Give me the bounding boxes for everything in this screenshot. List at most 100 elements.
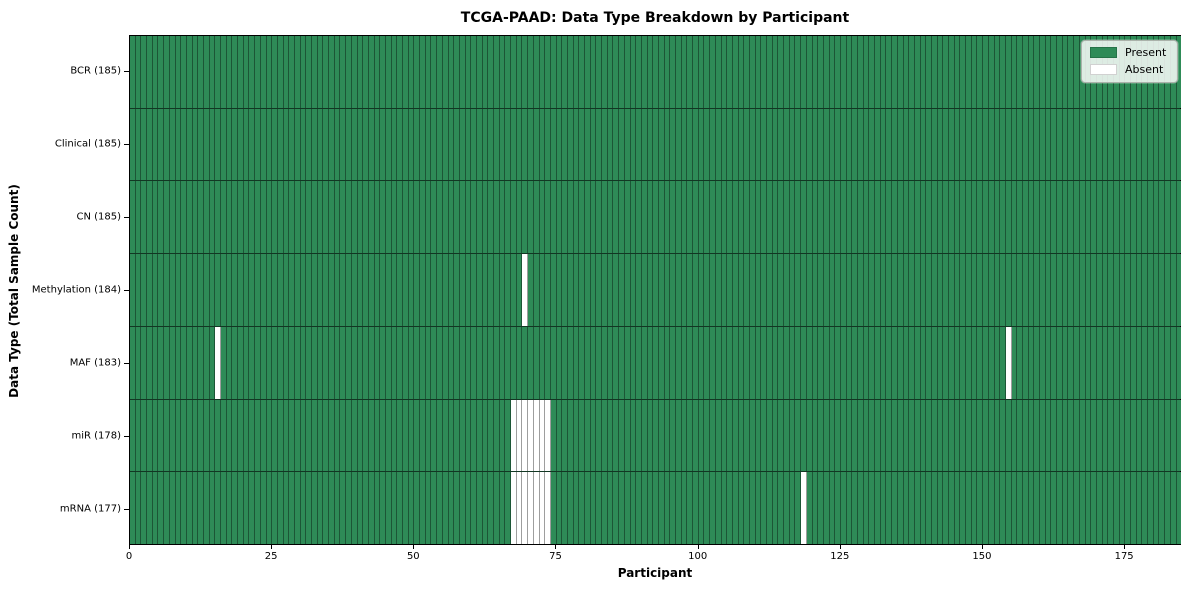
matrix-cell (835, 108, 841, 181)
matrix-cell (710, 108, 716, 181)
matrix-cell (238, 254, 244, 326)
matrix-cell (1045, 36, 1052, 108)
matrix-cell (858, 36, 864, 108)
matrix-cell (1102, 181, 1109, 254)
matrix-cell (283, 472, 290, 545)
matrix-cell (260, 326, 267, 399)
matrix-cell (596, 36, 603, 108)
matrix-cell (732, 108, 739, 181)
matrix-cell (357, 181, 364, 254)
matrix-cell (767, 36, 773, 108)
matrix-cell (545, 472, 551, 545)
matrix-cell (914, 399, 921, 472)
matrix-cell (397, 108, 403, 181)
matrix-cell (209, 36, 216, 108)
matrix-cell (329, 326, 335, 399)
matrix-cell (721, 326, 728, 399)
matrix-cell (425, 181, 432, 254)
matrix-cell (744, 472, 750, 545)
matrix-cell (522, 108, 529, 181)
matrix-cell (1057, 399, 1063, 472)
matrix-cell (641, 326, 648, 399)
y-tick-label: mRNA (177) (59, 503, 121, 515)
matrix-cell (977, 181, 984, 254)
matrix-cell (374, 36, 381, 108)
matrix-cell (164, 472, 170, 545)
matrix-cell (983, 108, 989, 181)
matrix-cell (1108, 399, 1114, 472)
matrix-cell (1062, 181, 1069, 254)
matrix-cell (266, 181, 273, 254)
matrix-cell (272, 181, 278, 254)
matrix-cell (653, 472, 659, 545)
matrix-cell (209, 108, 216, 181)
matrix-cell (801, 399, 807, 472)
matrix-cell (784, 399, 790, 472)
matrix-cell (613, 472, 620, 545)
matrix-cell (858, 181, 864, 254)
matrix-cell (954, 181, 961, 254)
matrix-cell (767, 254, 773, 326)
matrix-cell (300, 254, 307, 326)
matrix-cell (164, 36, 170, 108)
matrix-cell (1131, 326, 1137, 399)
matrix-cell (761, 181, 767, 254)
matrix-cell (482, 399, 489, 472)
matrix-cell (243, 472, 250, 545)
matrix-cell (545, 181, 551, 254)
matrix-cell (852, 326, 858, 399)
matrix-cell (1040, 326, 1046, 399)
matrix-cell (949, 399, 955, 472)
matrix-cell (602, 108, 608, 181)
matrix-cell (499, 181, 506, 254)
matrix-cell (687, 326, 694, 399)
matrix-cell (636, 472, 642, 545)
matrix-cell (294, 36, 301, 108)
matrix-cell (1170, 472, 1177, 545)
matrix-cell (203, 326, 210, 399)
matrix-cell (158, 36, 165, 108)
matrix-cell (715, 108, 722, 181)
matrix-cell (903, 399, 910, 472)
matrix-cell (181, 254, 187, 326)
matrix-cell (1051, 472, 1058, 545)
matrix-cell (329, 181, 335, 254)
legend-entry-absent: Absent (1090, 64, 1166, 75)
matrix-cell (1000, 181, 1006, 254)
matrix-cell (590, 254, 597, 326)
matrix-cell (789, 108, 796, 181)
matrix-cell (471, 36, 477, 108)
matrix-cell (323, 399, 330, 472)
matrix-cell (562, 108, 568, 181)
matrix-cell (869, 108, 876, 181)
matrix-cell (840, 399, 847, 472)
matrix-cell (1062, 326, 1069, 399)
matrix-cell (516, 254, 523, 326)
matrix-cell (465, 399, 472, 472)
matrix-cell (454, 181, 460, 254)
matrix-cell (130, 108, 136, 181)
x-tick-mark (1124, 545, 1126, 549)
matrix-cell (806, 181, 813, 254)
matrix-cell (238, 181, 244, 254)
matrix-cell (147, 181, 153, 254)
matrix-cell (511, 181, 517, 254)
matrix-cell (670, 399, 676, 472)
matrix-cell (226, 254, 233, 326)
matrix-cell (539, 108, 546, 181)
matrix-cell (198, 326, 204, 399)
legend-label: Absent (1125, 63, 1164, 76)
matrix-cell (1113, 108, 1120, 181)
matrix-cell (459, 399, 466, 472)
matrix-cell (1034, 36, 1040, 108)
matrix-cell (1091, 254, 1097, 326)
matrix-cell (647, 181, 654, 254)
matrix-cell (323, 254, 330, 326)
matrix-cell (471, 326, 477, 399)
matrix-cell (1096, 472, 1103, 545)
matrix-cell (835, 181, 841, 254)
matrix-cell (886, 472, 893, 545)
matrix-cell (346, 326, 352, 399)
matrix-cell (203, 472, 210, 545)
matrix-cell (482, 108, 489, 181)
